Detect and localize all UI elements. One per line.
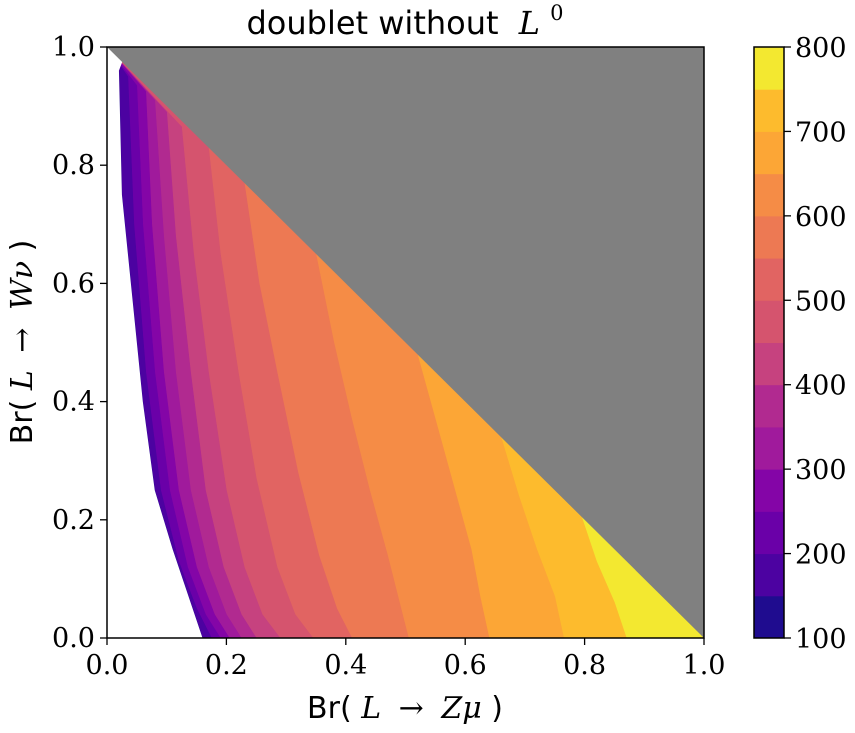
colorbar-tick-label: 300: [795, 455, 847, 486]
y-axis-label-var: L: [5, 370, 40, 391]
y-axis-ticks: 0.0 0.2 0.4 0.6 0.8 1.0: [52, 32, 107, 654]
colorbar-segment: [754, 89, 784, 132]
colorbar-segment: [754, 469, 784, 512]
chart-title-text: doublet without: [246, 4, 498, 42]
colorbar-frame: [753, 46, 785, 639]
colorbar-segment: [754, 426, 784, 470]
excluded-region: [107, 47, 704, 638]
colorbar-segment: [754, 258, 784, 301]
x-tick-label: 1.0: [683, 650, 726, 681]
colorbar-tick-label: 400: [795, 371, 847, 402]
y-axis-label: Br( L → Wν ): [5, 240, 40, 445]
chart-title-math: L: [518, 4, 540, 42]
colorbar-segment: [754, 511, 784, 555]
x-axis-label-var: L: [360, 691, 381, 726]
x-axis-label-arrow: →: [399, 691, 424, 726]
x-tick-label: 0.4: [324, 650, 367, 681]
colorbar-segment: [754, 553, 784, 597]
y-tick-label: 0.6: [52, 268, 95, 299]
x-tick-label: 0.8: [563, 650, 606, 681]
colorbar-tick-label: 200: [795, 540, 847, 571]
colorbar-segment: [754, 384, 784, 428]
x-axis-label-prefix: Br(: [307, 691, 352, 726]
colorbar-segment: [754, 595, 784, 639]
colorbar-ticks: 100 200 300 400 500 600 700 800: [784, 33, 847, 655]
y-tick-label: 0.0: [52, 623, 95, 654]
y-axis-label-target: Wν: [5, 261, 40, 310]
y-tick-label: 0.2: [52, 505, 95, 536]
y-tick-label: 0.8: [52, 150, 95, 181]
y-axis-label-suffix: ): [5, 240, 40, 252]
colorbar-segment: [754, 173, 784, 217]
colorbar-segment: [754, 300, 784, 343]
chart-title: doublet without L 0: [246, 1, 563, 42]
x-axis-label-suffix: ): [491, 691, 503, 726]
colorbar-segment: [754, 47, 784, 90]
x-axis-label-target: Zμ: [440, 691, 481, 726]
x-tick-label: 0.0: [86, 650, 129, 681]
colorbar-tick-label: 100: [795, 624, 847, 655]
colorbar-segment: [754, 215, 784, 259]
y-axis-label-arrow: →: [5, 328, 40, 353]
colorbar-tick-label: 600: [795, 202, 847, 233]
chart-title-superscript: 0: [550, 1, 563, 25]
y-axis-label-prefix: Br(: [5, 400, 40, 445]
colorbar-tick-label: 700: [795, 117, 847, 148]
colorbar-tick-label: 800: [795, 33, 847, 64]
plot-frame: [106, 46, 705, 639]
colorbar: [754, 47, 784, 639]
x-axis-ticks: 0.0 0.2 0.4 0.6 0.8 1.0: [86, 638, 726, 681]
x-tick-label: 0.6: [444, 650, 487, 681]
colorbar-segment: [754, 342, 784, 386]
colorbar-tick-label: 500: [795, 286, 847, 317]
x-tick-label: 0.2: [205, 650, 248, 681]
colorbar-segment: [754, 131, 784, 175]
y-tick-label: 1.0: [52, 32, 95, 63]
x-axis-label: Br( L → Zμ ): [307, 691, 503, 726]
no-data-region: [107, 47, 203, 638]
y-tick-label: 0.4: [52, 387, 95, 418]
